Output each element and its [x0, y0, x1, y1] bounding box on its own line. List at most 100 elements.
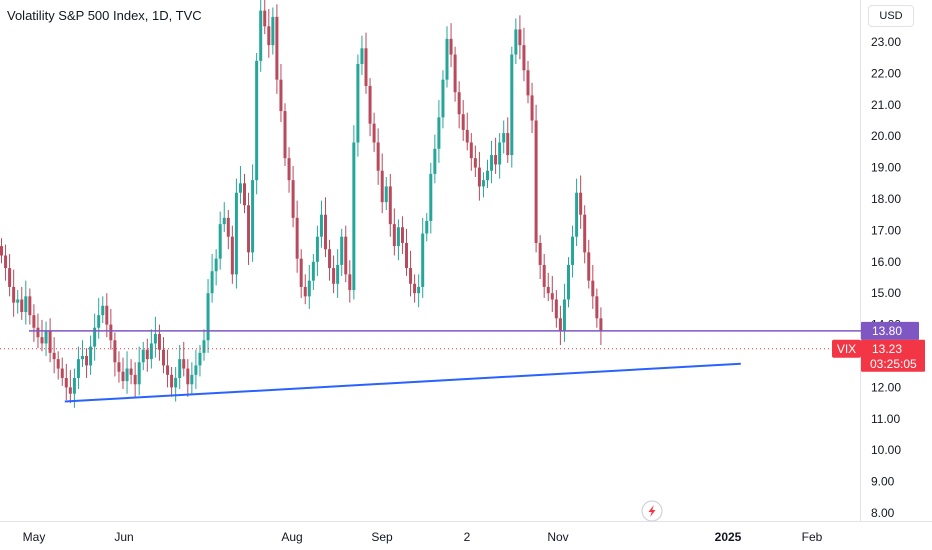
candle — [538, 235, 542, 280]
price-axis[interactable]: 8.009.0010.0011.0012.0013.0014.0015.0016… — [871, 35, 901, 520]
candle-body — [437, 117, 441, 149]
candle — [145, 338, 149, 372]
candle-body — [506, 133, 510, 156]
candle-body — [230, 236, 234, 275]
candle-body — [534, 120, 538, 243]
time-tick-label: May — [23, 530, 46, 544]
candle — [319, 200, 323, 248]
candle-body — [502, 133, 506, 143]
candle-body — [238, 183, 242, 193]
candle — [583, 205, 587, 264]
candle — [271, 7, 275, 55]
candle — [182, 341, 186, 377]
candle-body — [324, 214, 327, 250]
candle — [550, 275, 554, 313]
lightning-icon[interactable] — [641, 500, 663, 522]
candle-body — [380, 170, 384, 203]
last-price-text: 13.23 — [872, 342, 902, 356]
candle-body — [275, 16, 279, 80]
time-axis[interactable]: May Jun Aug Sep 2 Nov 2025 Feb — [23, 530, 823, 544]
candle-body — [48, 330, 52, 353]
candle — [558, 305, 562, 346]
candle-body — [477, 167, 481, 187]
candle-body — [567, 264, 570, 300]
candle-body — [453, 54, 457, 93]
candle — [437, 100, 441, 163]
candle-body — [340, 236, 344, 265]
candle-body — [234, 192, 238, 275]
candle-body — [182, 359, 186, 369]
candle — [12, 269, 16, 317]
price-tick-label: 21.00 — [871, 98, 901, 112]
candle — [413, 274, 417, 303]
candle-body — [388, 186, 392, 225]
candle-body — [542, 264, 546, 287]
candle — [526, 60, 530, 104]
candle-body — [44, 330, 48, 344]
candle — [24, 280, 28, 325]
candle-body — [198, 352, 202, 366]
candle-body — [145, 349, 149, 360]
candle — [190, 362, 194, 394]
candle — [210, 253, 214, 303]
candle — [291, 166, 295, 228]
time-tick-label: Aug — [281, 530, 302, 544]
candle — [60, 357, 64, 386]
price-tick-label: 10.00 — [871, 443, 901, 457]
candle — [494, 137, 498, 174]
candle — [441, 70, 445, 129]
time-tick-label: Jun — [114, 530, 133, 544]
time-tick-label: Sep — [371, 530, 393, 544]
candle — [226, 209, 230, 250]
candle — [202, 329, 206, 361]
candle — [267, 9, 271, 58]
candle-body — [356, 63, 360, 143]
candle-body — [526, 70, 530, 96]
candle — [396, 219, 400, 261]
candle — [8, 253, 12, 297]
drawings-layer[interactable] — [0, 330, 861, 403]
candle — [571, 225, 575, 278]
candle — [222, 202, 226, 232]
currency-button[interactable]: USD — [868, 5, 914, 27]
candle-body — [287, 158, 291, 181]
candle — [340, 228, 344, 276]
candle — [218, 211, 222, 270]
candle — [599, 307, 603, 346]
candle-body — [24, 296, 28, 313]
candle — [166, 349, 170, 388]
candle — [311, 253, 315, 291]
candle — [4, 244, 8, 281]
candle — [133, 362, 137, 399]
candle-body — [546, 286, 550, 294]
candle — [137, 346, 141, 396]
candle — [481, 172, 485, 198]
candle-body — [64, 377, 68, 388]
candle — [502, 120, 506, 154]
candle — [324, 197, 327, 258]
countdown-text: 03:25:05 — [870, 357, 917, 371]
candle — [279, 63, 283, 123]
candle — [368, 78, 372, 137]
support-trendline[interactable] — [64, 362, 741, 403]
candle-body — [486, 170, 489, 181]
candle-body — [522, 45, 526, 71]
candle-body — [332, 268, 336, 284]
candle — [64, 363, 68, 400]
candle-body — [473, 158, 477, 168]
candle-body — [510, 54, 514, 156]
candle-body — [587, 252, 591, 281]
candle — [259, 0, 263, 72]
price-tick-label: 12.00 — [871, 380, 901, 394]
candle-body — [583, 214, 587, 253]
candle-body — [595, 296, 599, 319]
candle-body — [311, 261, 315, 281]
candle — [162, 337, 165, 374]
candle — [157, 324, 161, 361]
candle — [328, 239, 332, 281]
candle-body — [360, 48, 364, 64]
candle-body — [251, 180, 255, 253]
candle-body — [291, 180, 295, 218]
